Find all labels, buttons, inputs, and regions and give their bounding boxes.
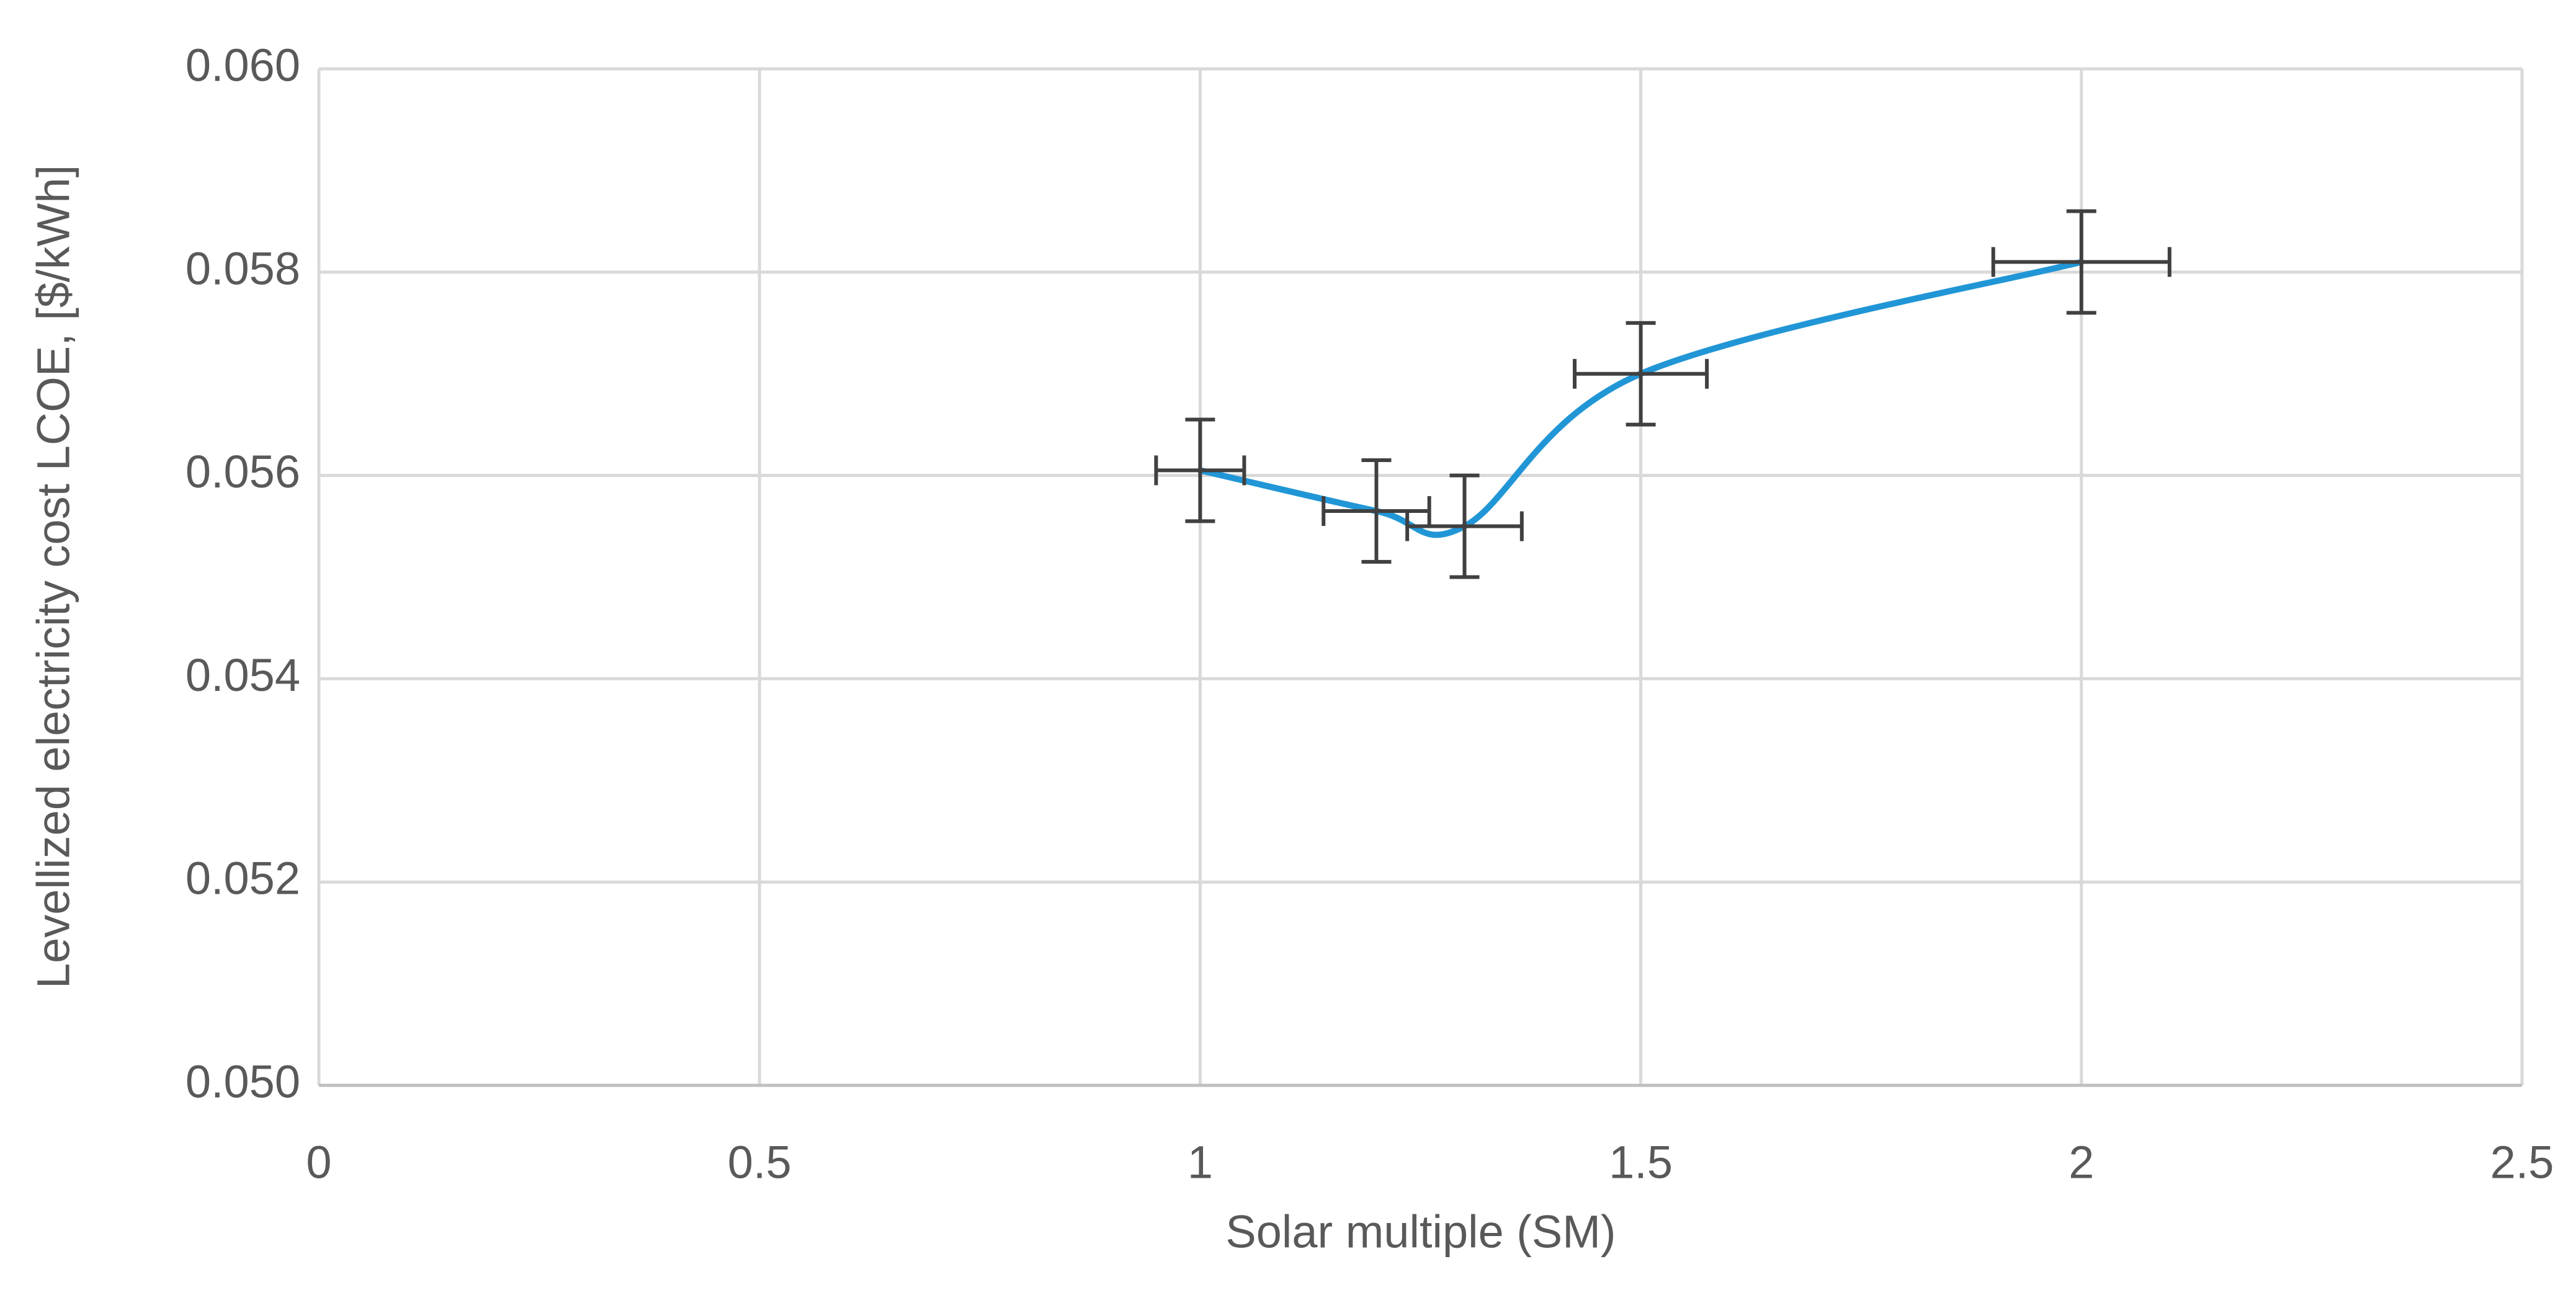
x-tick-label: 1.5 <box>1609 1137 1673 1188</box>
series-line <box>1197 259 2085 538</box>
y-tick-label: 0.056 <box>186 446 300 497</box>
y-tick-label: 0.060 <box>186 40 300 91</box>
x-error-bar <box>1991 247 2171 277</box>
y-tick-label: 0.054 <box>186 649 300 701</box>
y-tick-label: 0.052 <box>186 853 300 904</box>
x-error-bar <box>1322 496 1431 526</box>
x-error-bar <box>1154 455 1246 486</box>
x-tick-label: 1 <box>1187 1137 1213 1188</box>
x-error-bar <box>1573 358 1709 389</box>
x-tick-label: 2 <box>2068 1137 2094 1188</box>
y-tick-label: 0.050 <box>186 1056 300 1108</box>
y-tick-label: 0.058 <box>186 242 300 294</box>
x-tick-label: 2.5 <box>2490 1137 2554 1188</box>
x-axis-title: Solar multiple (SM) <box>1225 1206 1616 1258</box>
y-axis-title: Levellized electricity cost LCOE, [$/kWh… <box>28 165 79 989</box>
x-error-bar <box>1405 511 1524 541</box>
x-tick-label: 0.5 <box>728 1137 792 1188</box>
x-tick-label: 0 <box>306 1137 331 1188</box>
